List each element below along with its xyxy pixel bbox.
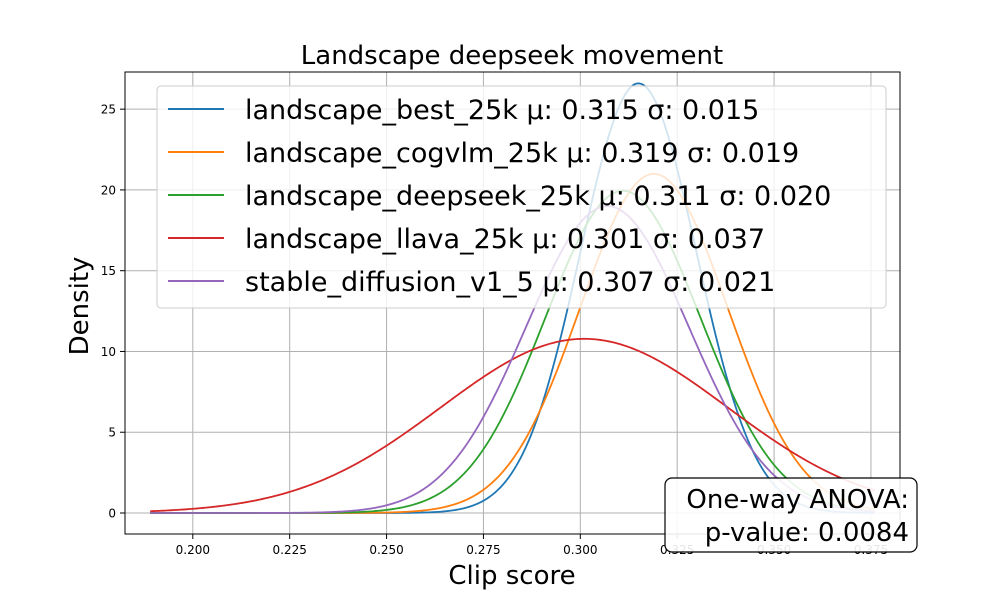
- x-tick-label: 0.200: [176, 543, 210, 557]
- legend-series-name: landscape_llava_25k: [245, 224, 524, 255]
- legend-label: landscape_deepseek_25k μ: 0.311 σ: 0.020: [245, 181, 831, 212]
- chart-title: Landscape deepseek movement: [301, 41, 723, 71]
- legend-label: landscape_cogvlm_25k μ: 0.319 σ: 0.019: [245, 138, 799, 169]
- y-tick-label: 15: [101, 264, 116, 278]
- annotation-line-2: p-value: 0.0084: [705, 518, 909, 548]
- x-tick-label: 0.300: [563, 543, 597, 557]
- annotation-box: [664, 477, 918, 553]
- legend-label: landscape_llava_25k μ: 0.301 σ: 0.037: [245, 224, 765, 255]
- legend-series-stats: μ: 0.319 σ: 0.019: [566, 138, 799, 169]
- anova-annotation: One-way ANOVA: p-value: 0.0084: [664, 477, 918, 553]
- x-tick-label: 0.250: [369, 543, 403, 557]
- legend-box: [156, 85, 887, 309]
- annotation-line-1: One-way ANOVA:: [686, 485, 909, 515]
- y-axis-label: Density: [65, 257, 95, 356]
- legend-series-name: stable_diffusion_v1_5: [245, 267, 534, 298]
- y-tick-label: 25: [101, 103, 116, 117]
- x-tick-label: 0.225: [273, 543, 307, 557]
- legend-series-name: landscape_best_25k: [245, 95, 518, 126]
- y-tick-label: 10: [101, 345, 116, 359]
- legend-series-stats: μ: 0.301 σ: 0.037: [532, 224, 765, 255]
- legend-label: stable_diffusion_v1_5 μ: 0.307 σ: 0.021: [245, 267, 775, 298]
- x-tick-label: 0.275: [466, 543, 500, 557]
- legend-series-stats: μ: 0.315 σ: 0.015: [527, 95, 760, 126]
- x-axis-label: Clip score: [448, 561, 575, 591]
- legend-series-stats: μ: 0.307 σ: 0.021: [542, 267, 775, 298]
- y-tick-label: 0: [108, 507, 116, 521]
- series-curves: [150, 82, 876, 514]
- legend-label: landscape_best_25k μ: 0.315 σ: 0.015: [245, 95, 759, 126]
- y-axis-ticks: 0 5 10 15 20 25: [101, 103, 125, 521]
- plot-frame: [124, 71, 901, 535]
- legend-series-name: landscape_cogvlm_25k: [245, 138, 558, 169]
- legend-series-stats: μ: 0.311 σ: 0.020: [599, 181, 832, 212]
- legend: landscape_best_25k μ: 0.315 σ: 0.015land…: [156, 85, 887, 309]
- series-line-4: [150, 205, 875, 514]
- y-tick-label: 20: [101, 183, 116, 197]
- legend-series-name: landscape_deepseek_25k: [245, 181, 590, 212]
- y-tick-label: 5: [108, 426, 116, 440]
